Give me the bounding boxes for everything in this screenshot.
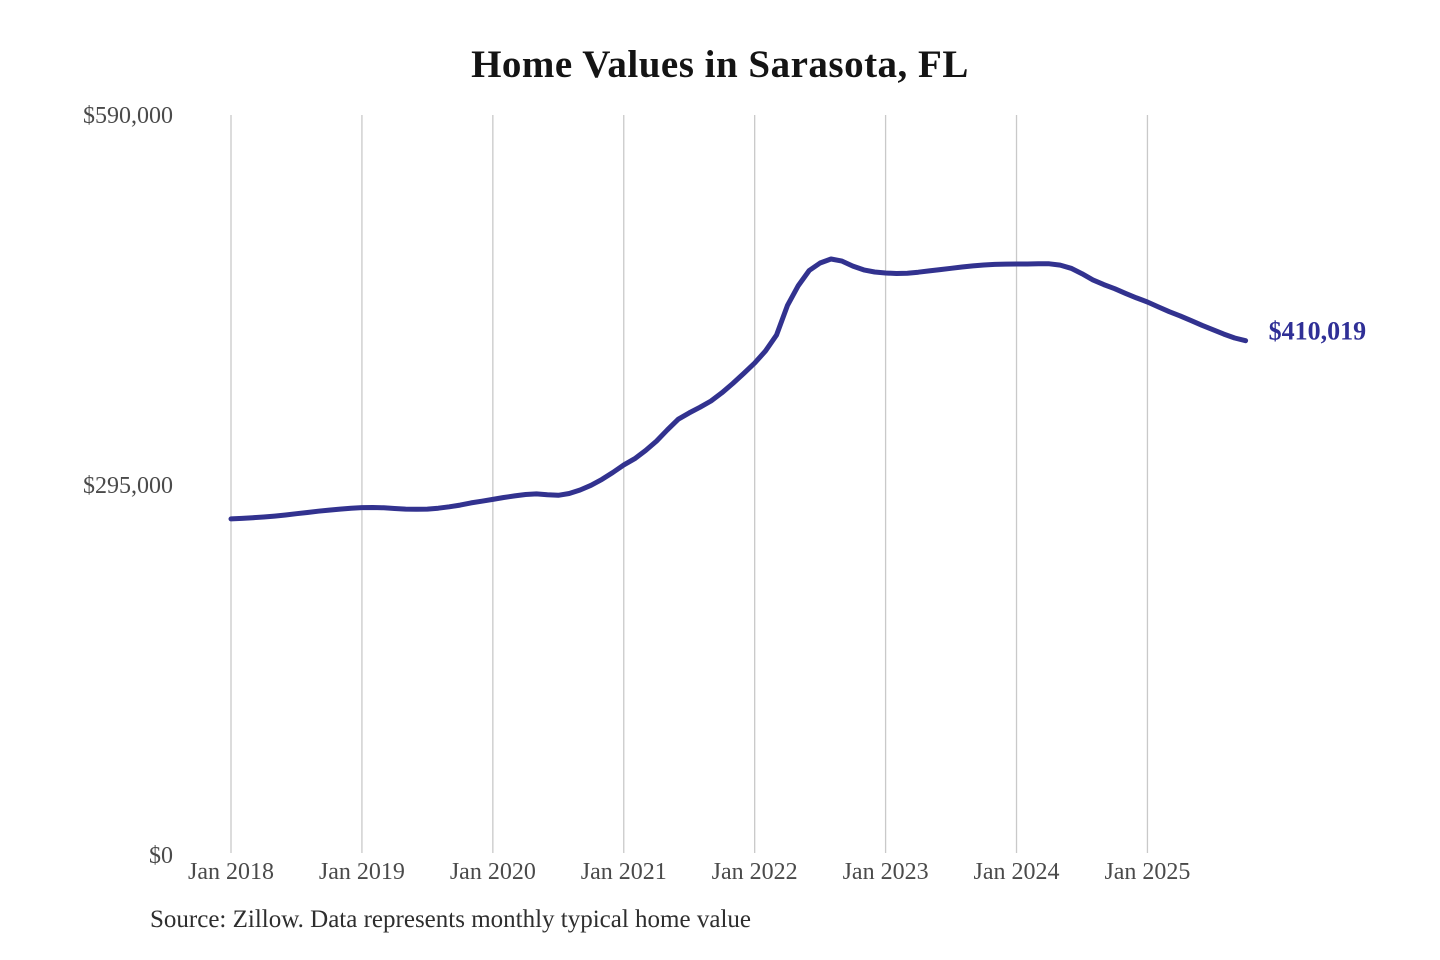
x-tick-label: Jan 2019 [319,859,405,885]
x-tick-label: Jan 2025 [1104,859,1190,885]
x-tick-label: Jan 2023 [843,859,929,885]
x-tick-label: Jan 2021 [581,859,667,885]
source-note: Source: Zillow. Data represents monthly … [150,906,751,933]
x-tick-label: Jan 2024 [974,859,1060,885]
y-tick-label: $295,000 [83,473,173,499]
x-tick-label: Jan 2022 [712,859,798,885]
latest-value-label: $410,019 [1269,317,1367,346]
chart-title: Home Values in Sarasota, FL [471,43,969,86]
y-tick-label: $590,000 [83,103,173,129]
x-tick-label: Jan 2020 [450,859,536,885]
x-tick-label: Jan 2018 [188,859,274,885]
y-tick-label: $0 [149,843,173,869]
home-value-line [228,256,1249,522]
